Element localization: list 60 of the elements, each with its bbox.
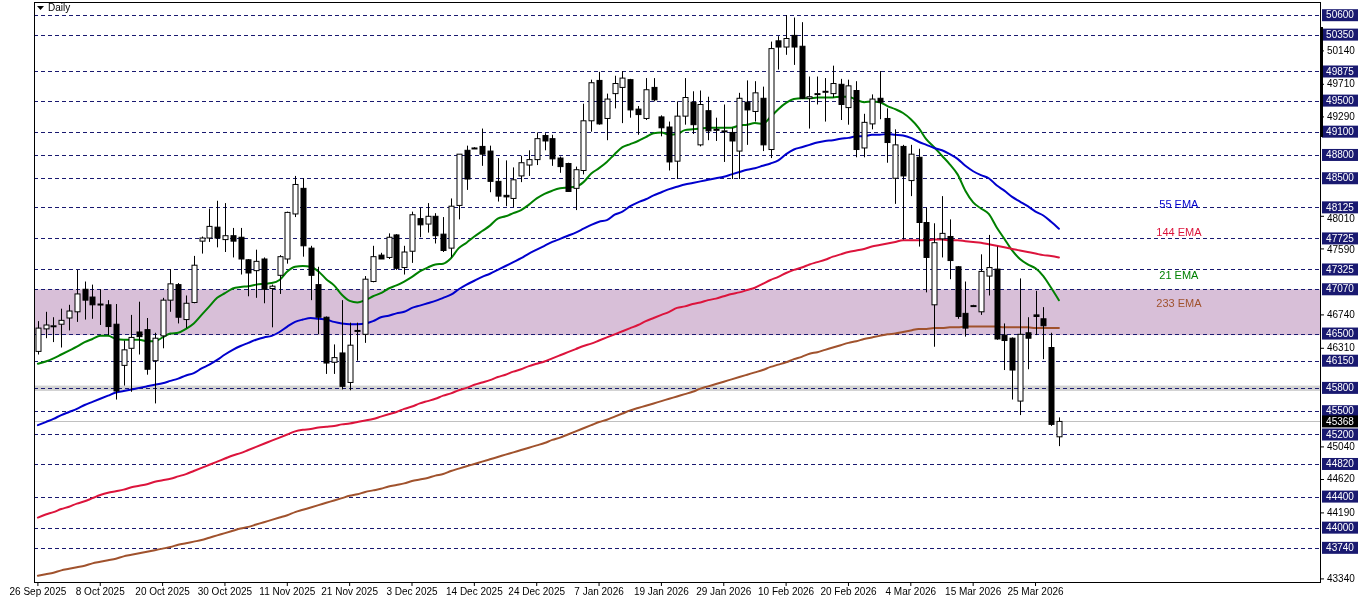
ref-line-label: 48800: [1326, 149, 1355, 161]
text: 55 EMA: [1159, 197, 1200, 210]
ref-line-label: 45368: [1326, 415, 1355, 427]
x-tick-label: 24 Dec 2025: [508, 586, 566, 597]
text: 21 EMA: [1159, 269, 1200, 282]
ref-line-label: 47325: [1326, 263, 1355, 275]
candlestick: [814, 76, 821, 105]
ref-line-label: 48125: [1326, 201, 1355, 213]
ref-line-label: 45800: [1326, 382, 1355, 394]
text: 233 EMA: [1156, 297, 1203, 310]
ref-line-label: 46150: [1326, 354, 1355, 366]
y-tick-label: 46740: [1327, 308, 1356, 320]
y-tick-label: 49290: [1327, 110, 1356, 122]
y-tick-label: 48010: [1327, 213, 1356, 225]
text: 144 EMA: [1156, 226, 1203, 239]
y-tick-label: 49710: [1327, 77, 1356, 89]
ref-line-label: 50600: [1326, 9, 1355, 21]
x-tick-label: 20 Feb 2026: [820, 586, 877, 597]
x-tick-label: 26 Sep 2025: [9, 586, 67, 597]
ref-line-label: 44400: [1326, 490, 1355, 502]
ref-line-label: 45200: [1326, 428, 1355, 440]
ref-line-label: 46500: [1326, 327, 1355, 339]
ref-line-label: 49875: [1326, 65, 1355, 77]
y-tick-label: 44620: [1327, 473, 1356, 485]
y-tick-label: 50140: [1327, 44, 1356, 56]
candlestick: [1033, 290, 1040, 336]
x-tick-label: 25 Mar 2026: [1007, 586, 1065, 597]
candlestick: [58, 308, 65, 349]
y-tick-label: 44190: [1327, 506, 1356, 518]
x-tick-label: 7 Jan 2026: [574, 586, 625, 597]
x-tick-label: 21 Nov 2025: [321, 586, 379, 597]
x-tick-label: 20 Oct 2025: [135, 586, 191, 597]
ref-line-label: 50350: [1326, 28, 1355, 40]
ref-line-label: 49500: [1326, 94, 1355, 106]
x-tick-label: 19 Jan 2026: [633, 586, 690, 597]
ref-line-label: 45500: [1326, 405, 1355, 417]
chart-title: Daily: [48, 2, 71, 13]
x-tick-label: 8 Oct 2025: [75, 586, 126, 597]
x-tick-label: 14 Dec 2025: [446, 586, 504, 597]
x-tick-label: 4 Mar 2026: [885, 586, 937, 597]
ref-line-label: 43740: [1326, 541, 1355, 553]
ref-line-label: 44000: [1326, 521, 1355, 533]
x-tick-label: 11 Nov 2025: [259, 586, 316, 597]
x-tick-label: 15 Mar 2026: [945, 586, 1002, 597]
candlestick: [128, 314, 135, 393]
x-tick-label: 10 Feb 2026: [758, 586, 815, 597]
x-tick-label: 29 Jan 2026: [696, 586, 752, 597]
ref-line-label: 48500: [1326, 172, 1355, 184]
ref-line-label: 47725: [1326, 232, 1355, 244]
y-tick-label: 45040: [1327, 440, 1356, 452]
ref-line-label: 49100: [1326, 125, 1355, 137]
x-tick-label: 30 Oct 2025: [197, 586, 253, 597]
line-series: [36, 133, 1060, 427]
candlestick: [1040, 306, 1047, 360]
ref-line-label: 44820: [1326, 458, 1355, 470]
x-tick-label: 3 Dec 2025: [386, 586, 439, 597]
y-tick-label: 46310: [1327, 341, 1356, 353]
y-tick-label: 43340: [1327, 572, 1356, 584]
ref-line-label: 47070: [1326, 283, 1355, 295]
y-tick-label: 47590: [1327, 244, 1356, 256]
